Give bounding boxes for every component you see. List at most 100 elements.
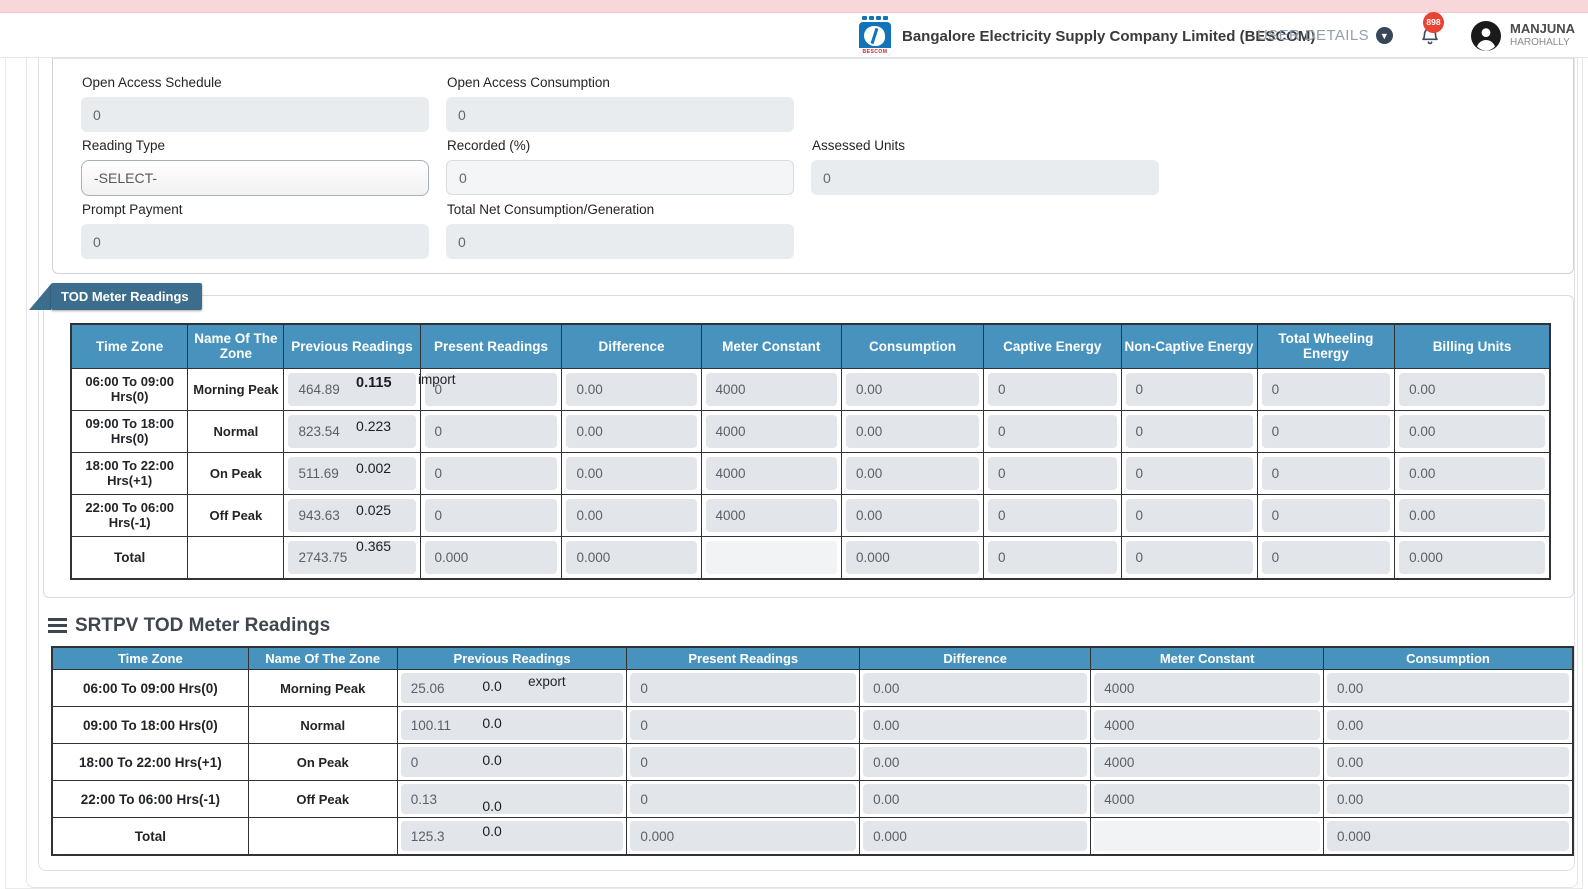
column-header: Difference xyxy=(859,646,1092,670)
difference-cell: 0.00 xyxy=(859,669,1092,707)
readonly-value-input: 0 xyxy=(424,414,558,448)
readonly-value-input: 0 xyxy=(1125,498,1253,532)
zone-name-cell: Normal xyxy=(247,706,398,744)
readonly-value-input: 0.00 xyxy=(846,414,979,448)
readonly-value-input: 0.00 xyxy=(846,498,979,532)
zone-name-cell: On Peak xyxy=(187,451,285,495)
readonly-value-input: 25.06 xyxy=(400,673,624,703)
readonly-value-input: 0 xyxy=(1261,372,1391,406)
present-cell: 0.000 xyxy=(419,535,563,579)
readonly-value-input: 4000 xyxy=(1094,747,1320,777)
meter-constant-cell: 4000 xyxy=(700,493,842,537)
meter-constant-cell: 4000 xyxy=(1090,669,1324,707)
consumption-cell: 0.00 xyxy=(841,451,984,495)
srtpv-heading: SRTPV TOD Meter Readings xyxy=(48,615,1574,637)
difference-cell: 0.00 xyxy=(859,780,1092,818)
column-header: Time Zone xyxy=(70,323,189,369)
readonly-value-input: 0.00 xyxy=(846,456,979,490)
readonly-value-input: 0 xyxy=(1261,456,1391,490)
column-header: Present Readings xyxy=(419,323,563,369)
reading-type-select[interactable]: -SELECT- xyxy=(81,160,429,196)
assessed-units-label: Assessed Units xyxy=(812,138,906,153)
table-row: 09:00 To 18:00 Hrs(0) Normal 100.11 0.0 0 0.0… xyxy=(51,706,1574,744)
billing-form-card: Open Access Schedule 0 Open Access Consu… xyxy=(52,58,1574,274)
zone-name-cell: Off Peak xyxy=(187,493,285,537)
avatar[interactable] xyxy=(1471,20,1501,51)
zone-name-cell: Morning Peak xyxy=(247,669,398,707)
difference-cell: 0.000 xyxy=(561,535,702,579)
non-captive-cell: 0 xyxy=(1120,535,1258,579)
billing-cell: 0.00 xyxy=(1394,493,1551,537)
readonly-value-input: 0.000 xyxy=(1327,821,1569,851)
time-zone-cell: 22:00 To 06:00 Hrs(-1) xyxy=(70,493,189,537)
readonly-value-input: 0.13 xyxy=(400,784,624,814)
previous-readings-cell: 0 0.0 xyxy=(396,743,628,781)
readonly-value-input: 0 xyxy=(1261,498,1391,532)
brand: BESCOM Bangalore Electricity Supply Comp… xyxy=(858,15,1315,57)
previous-readings-cell: 464.89 0.115 import xyxy=(283,367,456,411)
readonly-value-input: 511.69 xyxy=(288,456,416,490)
overlay-value: 0.0 xyxy=(482,823,502,839)
column-header: Non-Captive Energy xyxy=(1120,323,1258,369)
readonly-value-input: 0.00 xyxy=(566,456,697,490)
readonly-value-input: 4000 xyxy=(705,414,837,448)
table-row: 18:00 To 22:00 Hrs(+1) On Peak 511.69 0.002… xyxy=(70,451,1551,495)
consumption-cell: 0.000 xyxy=(841,535,984,579)
column-header: Billing Units xyxy=(1394,323,1551,369)
srtpv-header-row: Time Zone Name Of The Zone Previous Readin… xyxy=(51,646,1574,670)
readonly-value-input: 2743.75 xyxy=(288,540,416,574)
readonly-value-input: 0 xyxy=(1125,414,1253,448)
captive-cell: 0 xyxy=(982,367,1122,411)
column-header: Consumption xyxy=(841,323,984,369)
overlay-value: 0.223 xyxy=(356,417,392,434)
time-zone-cell: 09:00 To 18:00 Hrs(0) xyxy=(51,706,249,744)
present-cell: 0 xyxy=(419,409,563,453)
readonly-value-input: 0 xyxy=(1261,414,1391,448)
meter-constant-cell: 4000 xyxy=(700,367,842,411)
recorded-input[interactable]: 0 xyxy=(446,160,794,195)
meter-constant-cell: 4000 xyxy=(700,409,842,453)
table-row: 22:00 To 06:00 Hrs(-1) Off Peak 0.13 0.0 0 0.… xyxy=(51,780,1574,818)
billing-cell: 0.00 xyxy=(1394,367,1551,411)
reading-type-label: Reading Type xyxy=(82,138,166,153)
readonly-value-input: 0.000 xyxy=(424,540,558,574)
consumption-cell: 0.00 xyxy=(1323,706,1574,744)
readonly-value-input: 0 xyxy=(1125,456,1253,490)
readonly-value-input: 4000 xyxy=(1094,710,1320,740)
wheeling-cell: 0 xyxy=(1256,409,1396,453)
captive-cell: 0 xyxy=(982,409,1122,453)
overlay-value: 0.365 xyxy=(356,537,392,554)
readonly-value-input: 0 xyxy=(987,498,1117,532)
wheeling-cell: 0 xyxy=(1256,493,1396,537)
readonly-value-input: 100.11 xyxy=(400,710,624,740)
flow-direction-note: export xyxy=(528,674,566,689)
notifications-button[interactable]: 898 xyxy=(1419,11,1444,48)
recorded-label: Recorded (%) xyxy=(447,138,531,153)
user-icon xyxy=(1471,20,1501,51)
consumption-cell: 0.00 xyxy=(841,409,984,453)
table-row: 18:00 To 22:00 Hrs(+1) On Peak 0 0.0 0 0.00 40… xyxy=(51,743,1574,781)
user-details-dropdown[interactable]: USER DETAILS ▼ xyxy=(1257,27,1393,44)
total-net-label: Total Net Consumption/Generation xyxy=(447,202,655,217)
non-captive-cell: 0 xyxy=(1120,493,1258,537)
present-cell: 0 xyxy=(419,493,563,537)
readonly-value-input: 0 xyxy=(424,372,558,406)
previous-readings-cell: 943.63 0.025 xyxy=(283,493,421,537)
time-zone-cell: 18:00 To 22:00 Hrs(+1) xyxy=(70,451,189,495)
open-access-consumption-input: 0 xyxy=(446,97,794,132)
billing-cell: 0.00 xyxy=(1394,451,1551,495)
overlay-value: 0.115 xyxy=(356,374,392,391)
menu-icon[interactable] xyxy=(48,618,67,633)
tod-table: Time Zone Name Of The Zone Previous Readin… xyxy=(70,323,1551,580)
tod-tab: TOD Meter Readings xyxy=(51,283,202,310)
readonly-value-input: 0.00 xyxy=(1327,784,1569,814)
column-header: Name Of The Zone xyxy=(247,646,398,670)
meter-constant-cell: 4000 xyxy=(1090,706,1324,744)
table-row: 22:00 To 06:00 Hrs(-1) Off Peak 943.63 0.02… xyxy=(70,493,1551,537)
column-header: Previous Readings xyxy=(283,323,421,369)
time-zone-cell: 18:00 To 22:00 Hrs(+1) xyxy=(51,743,249,781)
readonly-value-input: 823.54 xyxy=(288,414,416,448)
difference-cell: 0.000 xyxy=(859,817,1092,856)
wheeling-cell: 0 xyxy=(1256,535,1396,579)
present-cell: 0 xyxy=(626,743,861,781)
